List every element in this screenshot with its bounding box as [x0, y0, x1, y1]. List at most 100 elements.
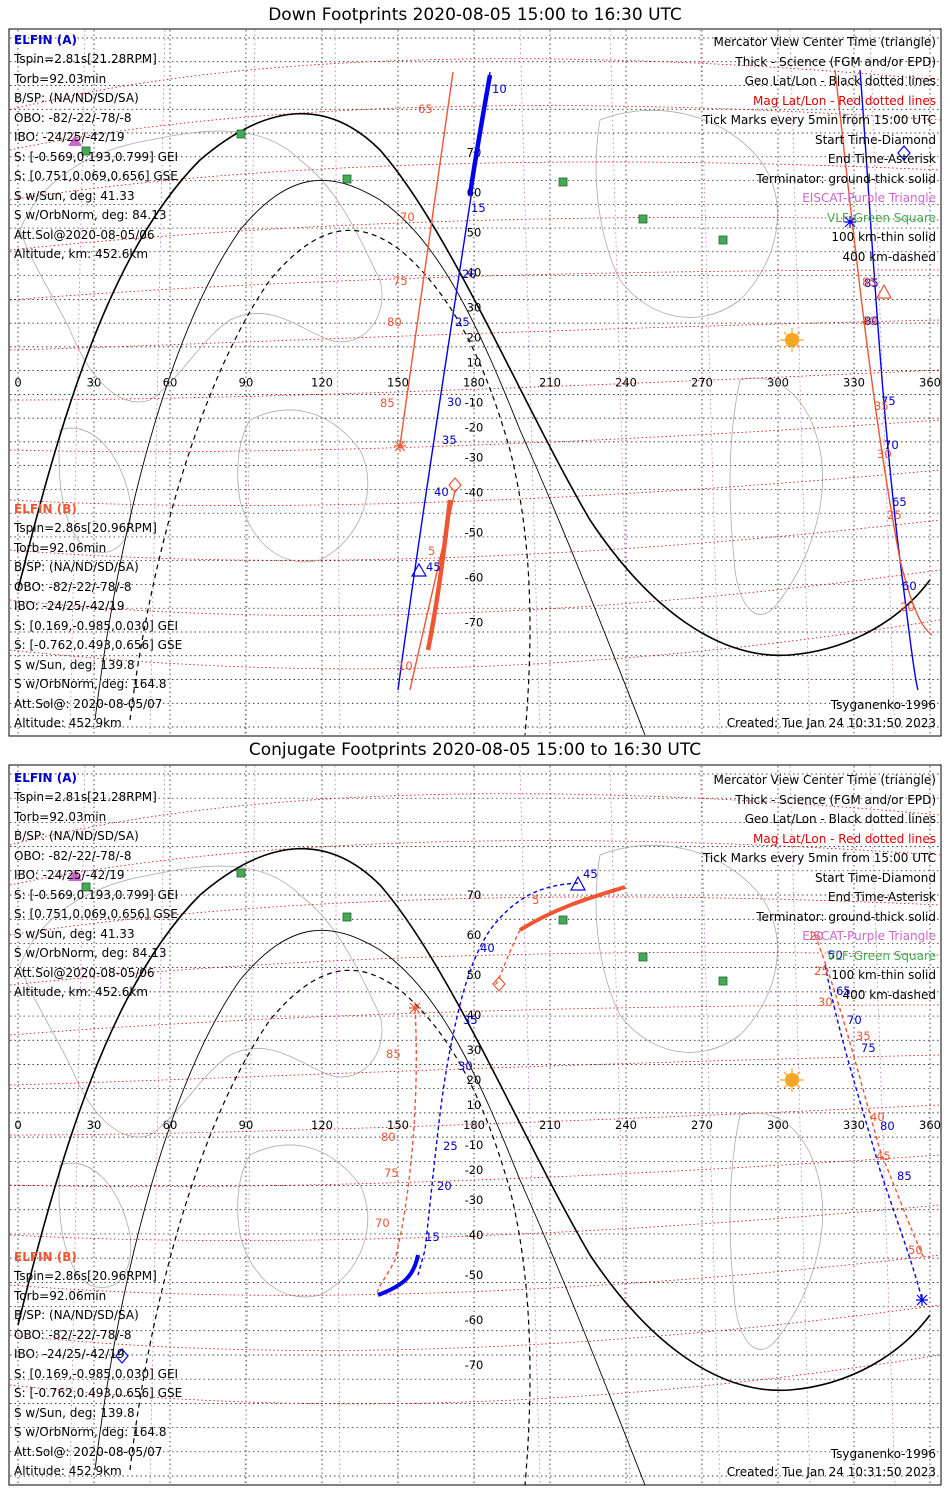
legend-entry: EISCAT-Purple Triangle: [802, 929, 936, 943]
lat-tick-label: 50: [467, 226, 482, 240]
legend-entry: Start Time-Diamond: [814, 132, 936, 147]
panel-title-down: Down Footprints 2020-08-05 15:00 to 16:3…: [268, 5, 682, 25]
eiscat-station-marker: [68, 870, 82, 881]
satellite-info-line: S: [0.169,-0.985,0.030] GEI: [14, 1366, 179, 1381]
created-timestamp: Created: Tue Jan 24 10:31:50 2023: [726, 1465, 936, 1479]
lon-tick-label: 270: [691, 376, 713, 390]
satellite-info-line: B/SP: (NA/ND/SD/SA): [14, 560, 139, 574]
legend-entry: Thick - Science (FGM and/or EPD): [735, 54, 936, 69]
legend-entry: Mercator View Center Time (triangle): [713, 773, 936, 787]
track-tick-label: 50: [908, 1243, 923, 1257]
lon-tick-label: 150: [387, 376, 409, 390]
satellite-info-line: IBO: -24/25/-42/19: [14, 599, 125, 613]
legend-entry: Tick Marks every 5min from 15:00 UTC: [702, 851, 936, 865]
legend-entry: End Time-Asterisk: [827, 152, 936, 166]
legend-entry: EISCAT-Purple Triangle: [802, 191, 936, 205]
elfin-b-science-segment: [425, 499, 453, 651]
satellite-info-line: S w/OrbNorm, deg: 84.13: [14, 946, 167, 960]
track-tick-label: 30: [877, 447, 892, 461]
lon-tick-label: 90: [239, 376, 254, 390]
track-tick-label: 5: [428, 544, 435, 558]
vlf-station-marker: [342, 912, 352, 922]
altitude-100km-contour: [94, 179, 646, 736]
lon-tick-label: 30: [87, 1118, 102, 1132]
altitude-400km-contour: [129, 229, 531, 736]
elfin-b-footprint-track: [494, 929, 521, 986]
legend-entry: Terminator: ground-thick solid: [756, 171, 936, 186]
terminator-line: [17, 847, 931, 1392]
start-diamond-marker: [115, 1348, 129, 1364]
eiscat-station-marker: [68, 135, 82, 146]
vlf-station-marker: [638, 952, 648, 962]
satellite-info-line: Att.Sol@2020-08-05/06: [14, 965, 155, 980]
track-tick-label: 70: [375, 1216, 390, 1230]
elfin-a-footprint-track: [859, 69, 919, 691]
lat-tick-label: -20: [465, 1163, 484, 1177]
track-tick-label: 30: [818, 995, 833, 1009]
satellite-info-line: Torb=92.03min: [14, 809, 107, 824]
lat-tick-label: -60: [465, 571, 484, 585]
geo-grid: 0 30 60 90 120 150 180 210 240 270 300 330 360706050…: [10, 766, 941, 1484]
lat-tick-label: 60: [467, 928, 482, 942]
map-frame: [8, 28, 942, 737]
elfin-b-footprint-track: [814, 934, 926, 1261]
end-asterisk-marker: [844, 216, 856, 228]
track-tick-label: 20: [809, 929, 824, 943]
elfin-b-footprint-track: [834, 69, 933, 636]
satellite-info-line: Altitude, km: 452.6km: [14, 985, 149, 999]
satellite-info-line: Torb=92.06min: [14, 1288, 107, 1303]
track-tick-label: 75: [881, 394, 896, 408]
lon-tick-label: 330: [843, 376, 865, 390]
satellite-info-line: IBO: -24/25/-42/19: [14, 130, 125, 144]
track-tick-label: 25: [443, 1139, 458, 1153]
track-tick-label: 45: [876, 1149, 891, 1163]
satellite-info-line: OBO: -82/-22/-78/-8: [14, 110, 132, 125]
lat-tick-label: -20: [465, 421, 484, 435]
lon-tick-label: 330: [843, 1118, 865, 1132]
satellite-info-line: Torb=92.06min: [14, 540, 107, 555]
track-tick-label: 75: [384, 1166, 399, 1180]
vlf-station-marker: [81, 146, 91, 156]
vlf-station-marker: [236, 129, 246, 139]
lat-tick-label: 30: [467, 1043, 482, 1057]
satellite-info-line: S w/OrbNorm, deg: 164.8: [14, 677, 167, 691]
satellite-info-line: OBO: -82/-22/-78/-8: [14, 579, 132, 594]
legend-entry: Mag Lat/Lon - Red dotted lines: [752, 93, 936, 108]
lat-tick-label: -70: [465, 616, 484, 630]
legend-entry: Geo Lat/Lon - Black dotted lines: [744, 812, 936, 826]
lat-tick-label: -30: [465, 451, 484, 465]
satellite-info-line: S: [-0.569,0.193,0.799] GEI: [14, 149, 179, 164]
satellite-info-line: S w/Sun, deg: 41.33: [14, 926, 135, 941]
track-tick-label: 60: [902, 579, 917, 593]
lon-tick-label: 360: [919, 376, 941, 390]
elfin-a-info: ELFIN (A) Tspin=2.81s[21.28RPM] Torb=92.03…: [14, 33, 178, 265]
track-tick-label: 80: [862, 314, 877, 328]
elfin-a-science-segment: [377, 1254, 420, 1297]
satellite-info-line: S: [0.169,-0.985,0.030] GEI: [14, 618, 179, 633]
track-tick-label: 85: [380, 396, 395, 410]
satellite-info-line: Tspin=2.86s[20.96RPM]: [14, 521, 157, 535]
lon-tick-label: 210: [539, 1118, 561, 1132]
end-asterisk-marker: [916, 1294, 928, 1306]
lat-tick-label: -60: [465, 1313, 484, 1327]
map-legend: Mercator View Center Time (triangle) Thic…: [703, 33, 936, 267]
satellite-info-line: OBO: -82/-22/-78/-8: [14, 1327, 132, 1342]
elfin-b-science-segment: [518, 885, 626, 932]
legend-entry: Geo Lat/Lon - Black dotted lines: [744, 74, 936, 88]
elfin-a-info: ELFIN (A) Tspin=2.81s[21.28RPM] Torb=92.03…: [14, 771, 178, 1003]
vlf-station-marker: [718, 976, 728, 986]
created-timestamp: Created: Tue Jan 24 10:31:50 2023: [726, 716, 936, 730]
lon-tick-label: 240: [615, 376, 637, 390]
legend-entry: Terminator: ground-thick solid: [756, 909, 936, 924]
vlf-station-marker: [342, 174, 352, 184]
vlf-station-marker: [81, 882, 91, 892]
start-diamond-marker: [448, 477, 462, 493]
lon-tick-label: 270: [691, 1118, 713, 1132]
center-triangle-marker: [875, 283, 893, 299]
track-tick-label: 40: [434, 485, 449, 499]
satellite-info-line: S w/Sun, deg: 139.8: [14, 657, 135, 672]
track-tick-labels: 1015202530354045606570758085657075808551…: [375, 82, 923, 1257]
satellite-info-line: Torb=92.03min: [14, 71, 107, 86]
elfin-b-info: ELFIN (B) Tspin=2.86s[20.96RPM] Torb=92.06…: [14, 1250, 182, 1482]
track-tick-label: 25: [455, 315, 470, 329]
